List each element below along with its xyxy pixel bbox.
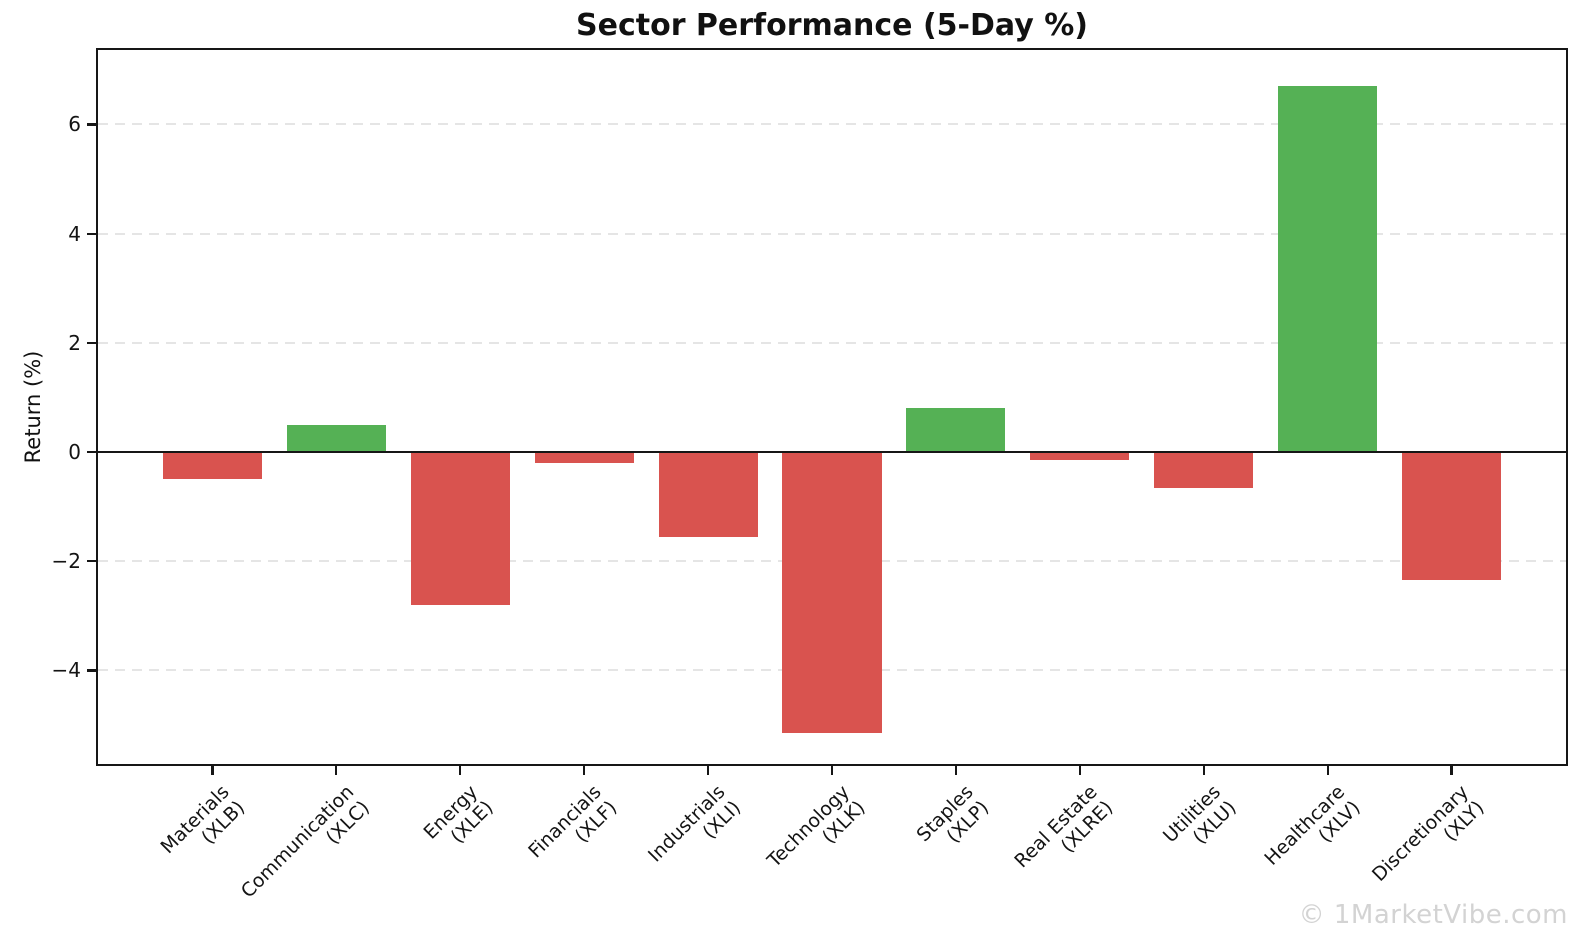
x-tick-label: Financials (XLF) — [524, 781, 622, 879]
bar-staples-xlp — [906, 408, 1006, 453]
bar-communication-xlc — [286, 424, 386, 453]
gridline-y-6 — [98, 123, 1566, 126]
y-tick-mark — [87, 232, 96, 235]
y-tick-mark — [87, 123, 96, 126]
zero-baseline — [96, 450, 1568, 454]
x-tick-label: Energy (XLE) — [419, 781, 498, 860]
y-tick-mark — [87, 341, 96, 344]
y-tick-label: 2 — [68, 330, 81, 355]
y-tick-mark — [87, 560, 96, 563]
bar-materials-xlb — [162, 452, 263, 480]
x-tick-label: Communication (XLC) — [236, 781, 374, 919]
x-tick-mark — [335, 766, 338, 775]
x-tick-mark — [459, 766, 462, 775]
x-tick-label: Discretionary (XLY) — [1368, 781, 1489, 902]
bar-technology-xlk — [782, 452, 882, 734]
watermark-text: © 1MarketVibe.com — [1298, 900, 1568, 930]
gridline-y-2 — [98, 341, 1566, 344]
x-tick-label: Healthcare (XLV) — [1260, 781, 1365, 886]
x-tick-label: Industrials (XLI) — [644, 781, 746, 883]
y-tick-mark — [87, 669, 96, 672]
x-tick-mark — [830, 766, 834, 775]
x-tick-label: Utilities (XLU) — [1159, 781, 1241, 863]
y-tick-label: −2 — [51, 549, 81, 574]
y-tick-label: 0 — [68, 440, 81, 465]
bar-financials-xlf — [534, 452, 634, 463]
x-tick-mark — [583, 766, 586, 775]
gridline-y-4 — [98, 232, 1566, 235]
x-tick-label: Staples (XLP) — [912, 781, 993, 862]
x-tick-mark — [211, 766, 214, 775]
y-tick-label: −4 — [51, 658, 81, 683]
x-tick-label: Materials (XLB) — [157, 781, 250, 874]
x-tick-mark — [1450, 766, 1453, 775]
x-tick-mark — [954, 766, 957, 775]
x-tick-mark — [1078, 766, 1081, 775]
bar-discretionary-xly — [1401, 452, 1502, 581]
x-tick-label: Real Estate (XLRE) — [1010, 781, 1117, 888]
y-tick-mark — [87, 450, 96, 454]
bar-utilities-xlu — [1154, 452, 1254, 488]
x-tick-label: Technology (XLK) — [763, 781, 870, 888]
y-tick-label: 6 — [68, 112, 81, 137]
bar-energy-xle — [410, 452, 510, 605]
x-tick-mark — [706, 766, 710, 775]
bar-healthcare-xlv — [1278, 86, 1378, 453]
bar-industrials-xli — [658, 452, 758, 537]
x-tick-mark — [1326, 766, 1329, 775]
bar-real-estate-xlre — [1030, 452, 1130, 461]
y-tick-label: 4 — [68, 221, 81, 246]
x-tick-mark — [1202, 766, 1205, 775]
chart-title: Sector Performance (5-Day %) — [576, 8, 1088, 43]
